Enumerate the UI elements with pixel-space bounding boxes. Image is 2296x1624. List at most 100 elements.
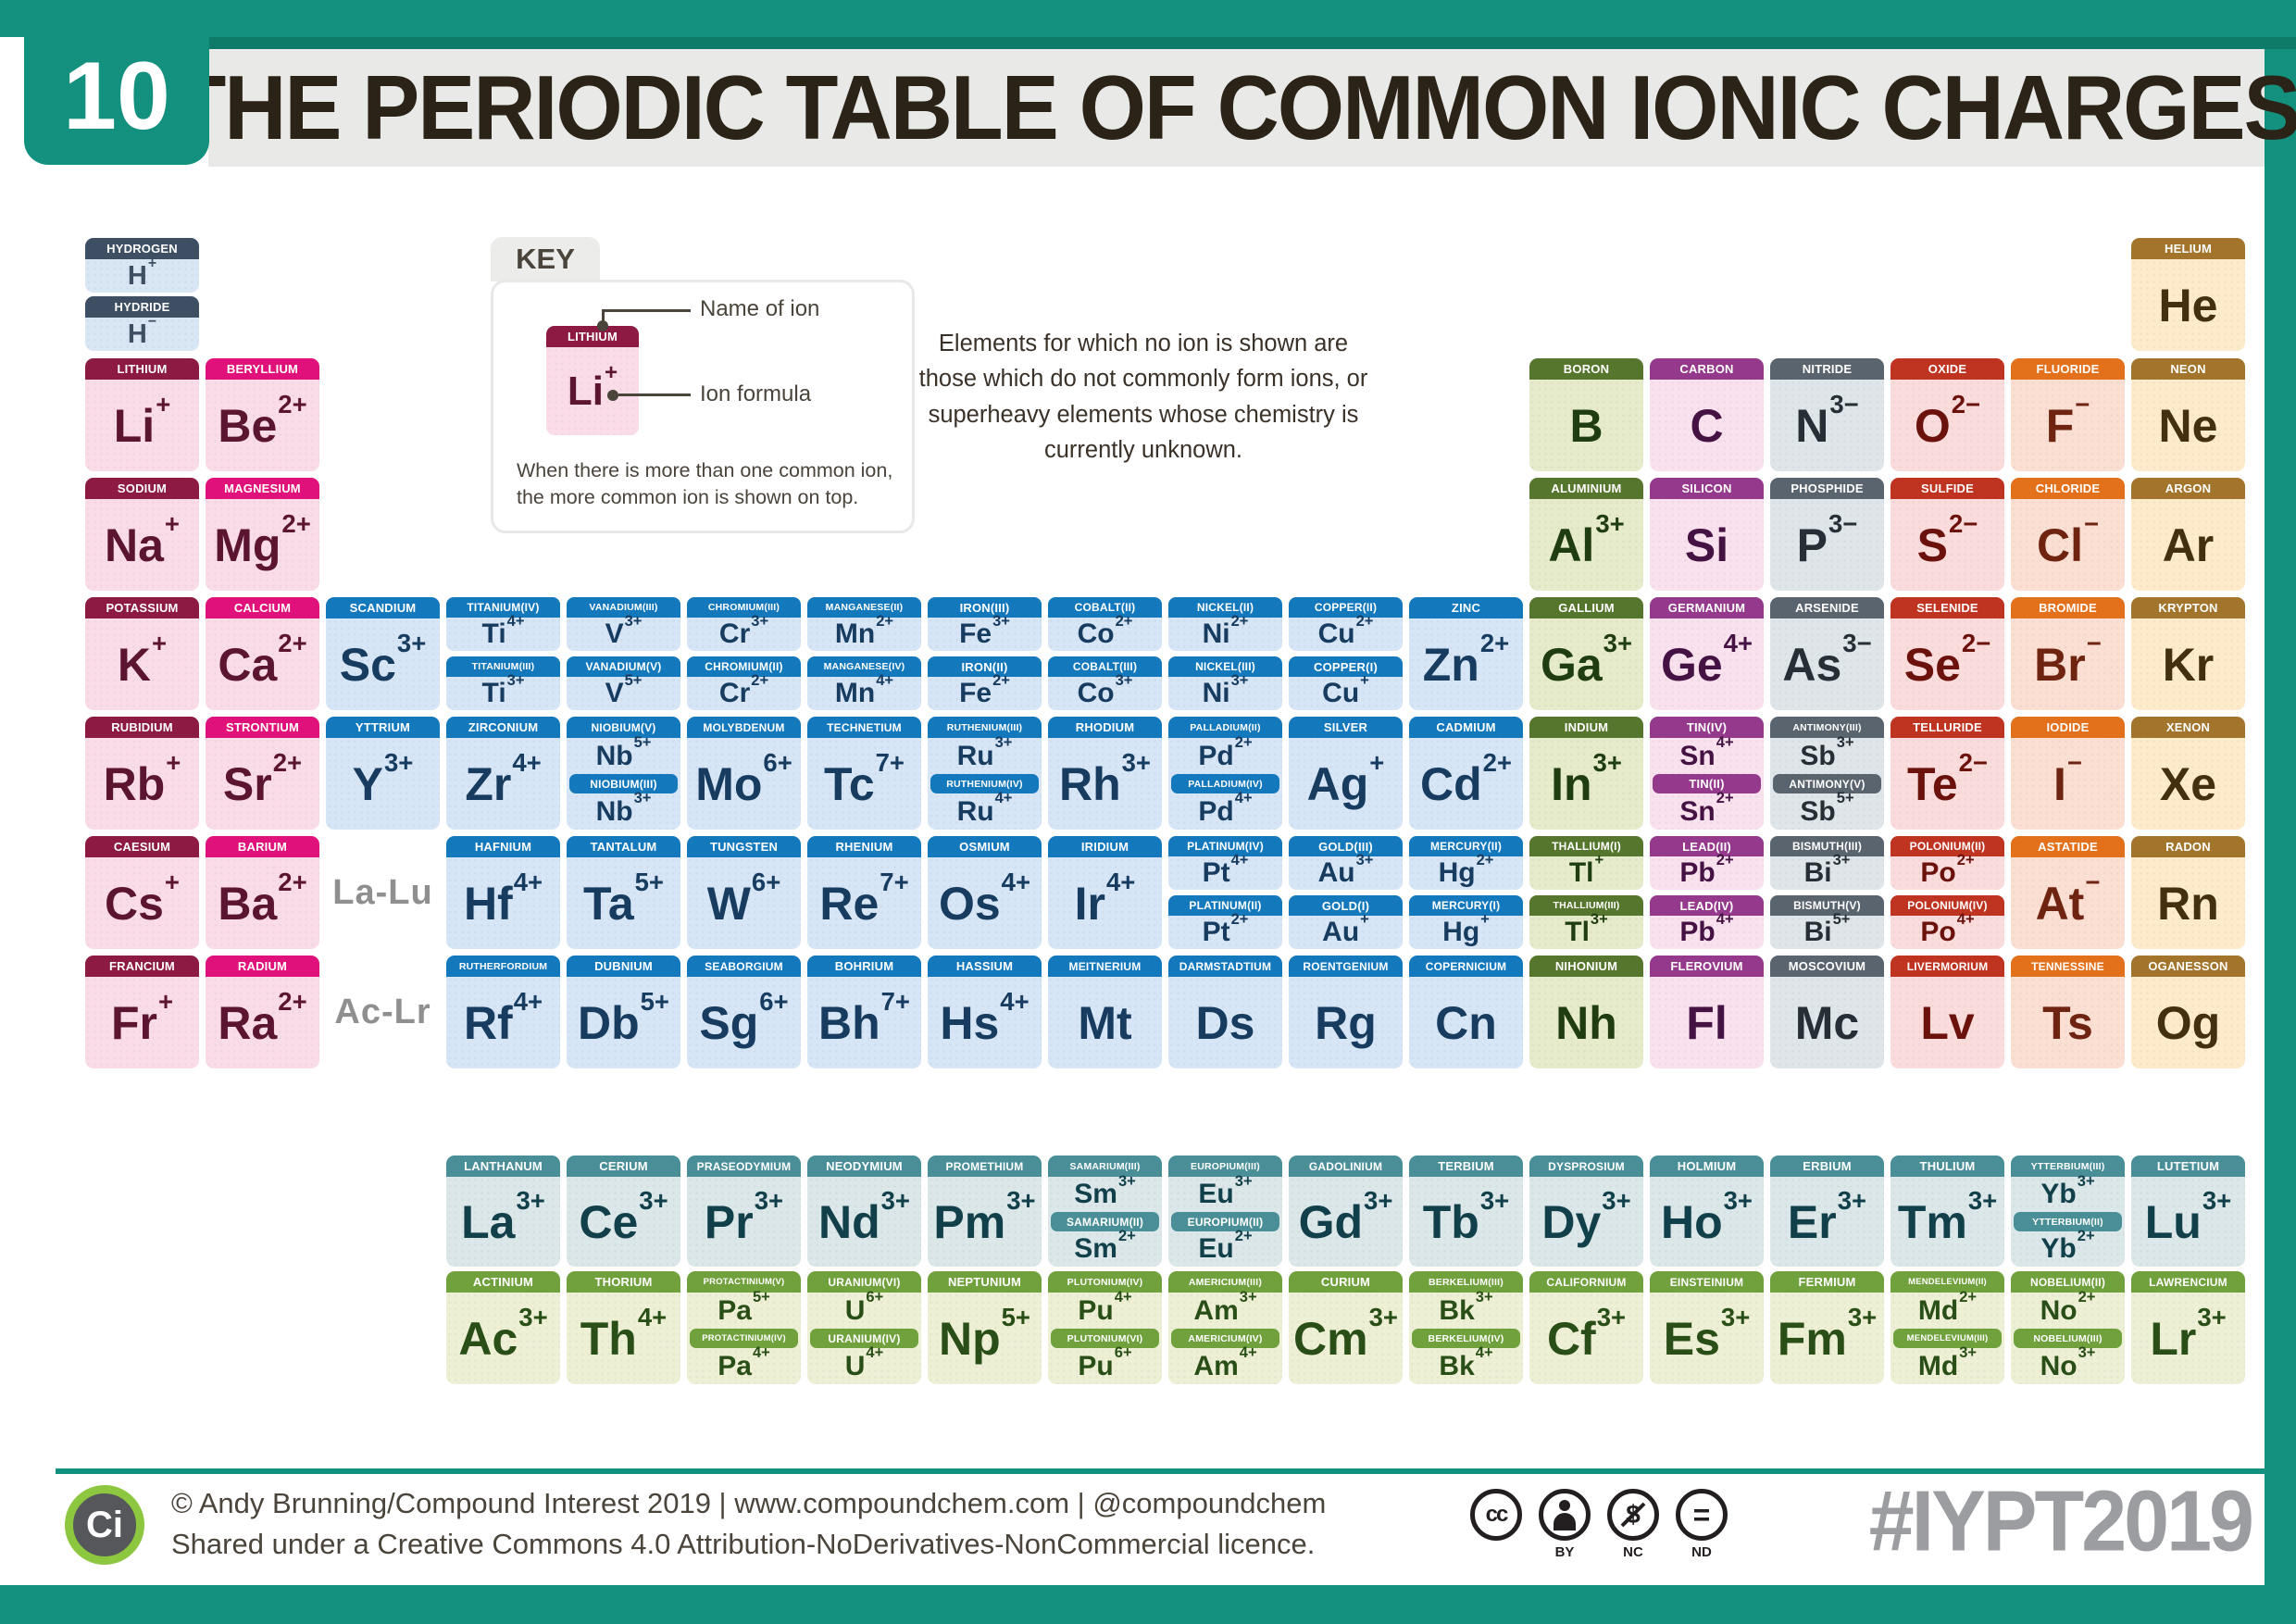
key-example-ion-formula: Li+ — [567, 359, 618, 414]
ion-name: FRANCIUM — [85, 956, 199, 977]
ion-formula: Sr2+ — [222, 748, 303, 810]
ion-name: VANADIUM(III) — [567, 597, 680, 618]
ion-formula: Ra2+ — [218, 987, 307, 1049]
cc-nd-label: ND — [1691, 1544, 1712, 1560]
cell-Co: COBALT(II) Co2+ COBALT(III) Co3+ — [1048, 597, 1162, 710]
cell-Np: NEPTUNIUM Np5+ — [928, 1271, 1042, 1384]
ion-formula: Ti3+ — [481, 671, 525, 708]
cell-Db: DUBNIUM Db5+ — [567, 956, 680, 1068]
ion-formula: Nh — [1555, 996, 1617, 1049]
ion-formula: Nd3+ — [817, 1186, 910, 1248]
ion-formula: S2− — [1916, 509, 1978, 571]
key-annotation-line — [602, 309, 691, 312]
ion-formula: Ts — [2042, 996, 2093, 1049]
cell-Ca: CALCIUM Ca2+ — [206, 597, 319, 710]
ion-name: MERCURY(I) — [1409, 895, 1523, 916]
ion-formula: Sm3+ — [1074, 1172, 1136, 1209]
ion-formula: F− — [2045, 390, 2090, 452]
ion-formula: No2+ — [2040, 1289, 2096, 1326]
ion-name: TUNGSTEN — [687, 836, 801, 857]
ion-formula: Pt4+ — [1202, 851, 1249, 888]
ion-name: POLONIUM(IV) — [1890, 895, 2004, 916]
ion-formula: As3− — [1782, 629, 1872, 691]
cell-Os: OSMIUM Os4+ — [928, 836, 1042, 949]
cell-Ge: GERMANIUM Ge4+ — [1650, 597, 1764, 710]
cell-At: ASTATIDE At− — [2011, 836, 2125, 949]
ion-formula: Md3+ — [1917, 1344, 1978, 1381]
cell-Fe: IRON(III) Fe3+ IRON(II) Fe2+ — [928, 597, 1042, 710]
ion-name: YTTERBIUM(III) — [2011, 1156, 2125, 1177]
cell-Y: YTTRIUM Y3+ — [326, 717, 440, 830]
cell-Eu: EUROPIUM(III) Eu3+ EUROPIUM(II) Eu2+ — [1168, 1156, 1282, 1267]
ion-formula: La3+ — [461, 1186, 545, 1248]
ion-name: ARSENIDE — [1770, 597, 1884, 618]
cell-Mn: MANGANESE(II) Mn2+ MANGANESE(IV) Mn4+ — [807, 597, 921, 710]
ion-name: PLUTONIUM(IV) — [1048, 1271, 1162, 1293]
ion-name: ARGON — [2131, 478, 2245, 499]
ion-name: COPPER(II) — [1289, 597, 1403, 618]
ion-name: CADMIUM — [1409, 717, 1523, 738]
ion-formula: U4+ — [844, 1344, 884, 1381]
ion-name: BARIUM — [206, 836, 319, 857]
ion-name: SCANDIUM — [326, 597, 440, 618]
ion-name: TELLURIDE — [1890, 717, 2004, 738]
cell-Au: GOLD(III) Au3+ GOLD(I) Au+ — [1289, 836, 1403, 949]
hashtag-iypt2019: #IYPT2019 — [1868, 1472, 2254, 1569]
ion-name: ZINC — [1409, 597, 1523, 618]
cell-C: CARBON C — [1650, 358, 1764, 471]
ion-formula: Zr4+ — [465, 748, 542, 810]
ion-name: THALLIUM(I) — [1529, 836, 1643, 856]
cell-Kr: KRYPTON Kr — [2131, 597, 2245, 710]
cell-Hf: HAFNIUM Hf4+ — [446, 836, 560, 949]
ion-name: LAWRENCIUM — [2131, 1271, 2245, 1293]
ion-formula: I− — [2053, 748, 2082, 810]
ion-formula: Tb3+ — [1422, 1186, 1510, 1248]
ion-name: LEAD(II) — [1650, 836, 1764, 856]
ion-name: MERCURY(II) — [1409, 836, 1523, 856]
ion-formula: Pd4+ — [1198, 790, 1253, 827]
cell-Am: AMERICIUM(III) Am3+ AMERICIUM(IV) Am4+ — [1168, 1271, 1282, 1384]
ion-formula: Mg2+ — [214, 509, 311, 571]
ion-formula: Si — [1684, 518, 1729, 571]
ion-name: XENON — [2131, 717, 2245, 738]
ion-formula: Tm3+ — [1897, 1186, 1998, 1248]
ion-name: NEON — [2131, 358, 2245, 380]
ion-name: COBALT(III) — [1048, 656, 1162, 677]
ion-formula: Cr2+ — [718, 671, 769, 708]
ion-name: FLEROVIUM — [1650, 956, 1764, 977]
ion-name: TANTALUM — [567, 836, 680, 857]
cell-range-La-Lu: La-Lu — [326, 836, 440, 949]
ion-name: FLUORIDE — [2011, 358, 2125, 380]
ion-formula: Th4+ — [580, 1303, 668, 1365]
cell-Ag: SILVER Ag+ — [1289, 717, 1403, 830]
ion-formula: Mn4+ — [834, 671, 894, 708]
cell-U: URANIUM(VI) U6+ URANIUM(IV) U4+ — [807, 1271, 921, 1384]
cell-Tm: THULIUM Tm3+ — [1890, 1156, 2004, 1267]
cell-Es: EINSTEINIUM Es3+ — [1650, 1271, 1764, 1384]
ion-formula: Am4+ — [1193, 1344, 1257, 1381]
footer-credit-line1: © Andy Brunning/Compound Interest 2019 |… — [171, 1487, 1327, 1519]
ion-formula-label: Ion formula — [700, 381, 812, 406]
ion-name: PALLADIUM(II) — [1168, 717, 1282, 738]
ion-name: POLONIUM(II) — [1890, 836, 2004, 856]
ion-formula: Co3+ — [1077, 671, 1133, 708]
ion-formula: Hg+ — [1442, 910, 1490, 947]
ion-name: CARBON — [1650, 358, 1764, 380]
ion-name: INDIUM — [1529, 717, 1643, 738]
ion-name: TECHNETIUM — [807, 717, 921, 738]
ion-formula: Sc3+ — [339, 629, 427, 691]
ion-name: PROTACTINIUM(V) — [687, 1271, 801, 1293]
cell-Pr: PRASEODYMIUM Pr3+ — [687, 1156, 801, 1267]
ion-formula: Ni3+ — [1202, 671, 1249, 708]
ion-name: RHODIUM — [1048, 717, 1162, 738]
ion-name: MENDELEVIUM(II) — [1890, 1271, 2004, 1293]
ion-formula: Nb5+ — [595, 734, 652, 771]
cell-Rb: RUBIDIUM Rb+ — [85, 717, 199, 830]
ion-formula: B — [1569, 399, 1603, 452]
title-band: THE PERIODIC TABLE OF COMMON IONIC CHARG… — [173, 49, 2296, 167]
cell-Cs: CAESIUM Cs+ — [85, 836, 199, 949]
ion-formula: H− — [127, 313, 157, 349]
ion-formula: Tl+ — [1568, 851, 1604, 888]
cell-Rg: ROENTGENIUM Rg — [1289, 956, 1403, 1068]
